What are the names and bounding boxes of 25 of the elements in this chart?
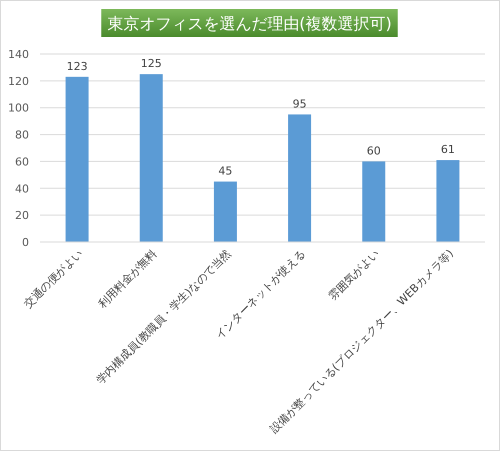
y-tick-label: 140 <box>8 48 29 61</box>
data-label: 123 <box>66 60 88 73</box>
bar <box>362 161 386 242</box>
x-tick-label: 雰囲気がよい <box>326 246 382 303</box>
y-tick-label: 80 <box>15 128 29 142</box>
x-tick-label: 交通の便がよい <box>22 246 86 311</box>
y-tick-label: 40 <box>15 182 29 196</box>
data-label: 45 <box>218 164 232 178</box>
y-tick-label: 60 <box>15 155 29 168</box>
bar <box>214 182 237 242</box>
data-label: 60 <box>366 144 381 158</box>
bar <box>436 160 460 242</box>
y-tick-label: 120 <box>8 74 29 88</box>
y-tick-label: 100 <box>8 102 29 115</box>
data-label: 95 <box>292 97 307 110</box>
y-tick-label: 20 <box>15 209 29 222</box>
y-tick-label: 0 <box>22 236 29 249</box>
chart-title: 東京オフィスを選んだ理由(複数選択可) <box>107 14 392 33</box>
data-label: 61 <box>440 143 455 156</box>
bar <box>66 76 89 242</box>
title: 東京オフィスを選んだ理由(複数選択可) <box>101 9 398 37</box>
bar <box>140 74 163 242</box>
data-label: 125 <box>140 57 162 70</box>
bar <box>288 114 312 242</box>
x-tick-label: 利用料金が無料 <box>96 246 160 311</box>
